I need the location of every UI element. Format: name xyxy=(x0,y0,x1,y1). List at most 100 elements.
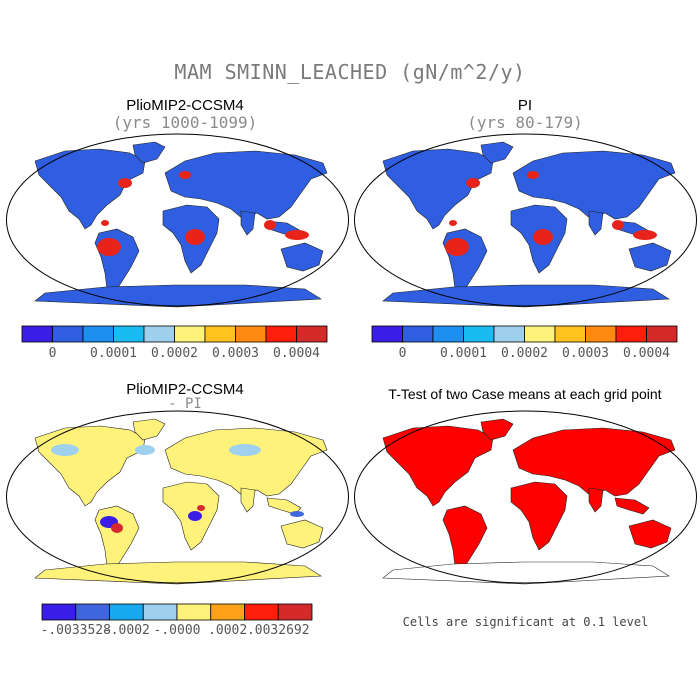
colorbar-swatch xyxy=(82,325,114,343)
colorbar-pliomip-labels: 0 0.0001 0.0002 0.0003 0.0004 xyxy=(22,346,327,362)
colorbar-swatch xyxy=(524,325,556,343)
colorbar-tick-label: 0.0004 xyxy=(273,346,320,361)
colorbar-tick-label: -.0033528 xyxy=(40,623,111,638)
colorbar-diff xyxy=(41,603,313,621)
colorbar-tick-label: .0032692 xyxy=(246,623,310,638)
colorbar-tick-label: 0.0003 xyxy=(562,346,609,361)
colorbar-swatch xyxy=(113,325,145,343)
colorbar-swatch xyxy=(109,603,144,621)
continent-northAmerica xyxy=(34,425,146,507)
map-value-patch xyxy=(197,505,205,511)
colorbar-swatch xyxy=(432,325,464,343)
continent-northAmerica xyxy=(34,148,146,230)
map-value-patch xyxy=(633,230,657,240)
colorbar-swatch xyxy=(615,325,647,343)
map-value-patch xyxy=(449,220,457,226)
colorbar-swatch xyxy=(174,325,206,343)
colorbar-tick-label: 0.0001 xyxy=(440,346,487,361)
land-pliomip xyxy=(34,141,328,308)
continent-greenland xyxy=(480,141,514,164)
colorbar-tick-label: 0.0002 xyxy=(151,346,198,361)
map-value-patch xyxy=(612,220,624,230)
map-value-patch xyxy=(466,178,480,188)
map-pliomip xyxy=(6,133,349,308)
colorbar-pliomip xyxy=(21,325,328,343)
colorbar-tick-label: 0.0001 xyxy=(90,346,137,361)
colorbar-tick-label: -.0000 xyxy=(153,623,201,638)
colorbar-tick-label: 0.0003 xyxy=(212,346,259,361)
map-value-patch xyxy=(527,171,539,179)
panel-subtitle-diff: - PI xyxy=(168,396,202,412)
colorbar-swatch xyxy=(402,325,434,343)
continent-southAmerica xyxy=(442,505,488,573)
map-value-patch xyxy=(111,523,123,533)
colorbar-diff-labels: -.0033528 -.0002 -.0000 .0002.0032692 xyxy=(40,623,312,639)
continent-southAmerica xyxy=(94,505,140,573)
continent-northAmerica xyxy=(382,148,494,230)
colorbar-tick-label: .0002 xyxy=(208,623,248,638)
continent-antarctica xyxy=(34,561,322,585)
colorbar-tick-label: 0.0004 xyxy=(623,346,670,361)
map-value-patch xyxy=(290,511,304,517)
colorbar-swatch xyxy=(371,325,403,343)
continent-northAmerica xyxy=(382,425,494,507)
continent-antarctica xyxy=(34,284,322,308)
land-diff xyxy=(34,418,328,585)
map-value-patch xyxy=(101,220,109,226)
colorbar-swatch xyxy=(75,603,110,621)
continent-india xyxy=(240,487,256,513)
land-ttest xyxy=(382,418,676,585)
map-value-patch xyxy=(51,444,79,456)
colorbar-tick-label: 0 xyxy=(48,346,57,361)
continent-australia xyxy=(280,242,324,272)
colorbar-swatch xyxy=(646,325,678,343)
continent-greenland xyxy=(132,141,166,164)
continent-europeAsia xyxy=(164,150,328,220)
main-title: MAM SMINN_LEACHED (gN/m^2/y) xyxy=(174,60,526,84)
colorbar-swatch xyxy=(21,325,53,343)
continent-antarctica xyxy=(382,284,670,308)
panel-subtitle-pi: (yrs 80-179) xyxy=(467,113,583,132)
colorbar-swatch xyxy=(210,603,245,621)
map-value-patch xyxy=(445,238,469,256)
continent-india xyxy=(240,210,256,236)
colorbar-swatch xyxy=(265,325,297,343)
significance-note: Cells are significant at 0.1 level xyxy=(402,615,649,629)
colorbar-swatch xyxy=(296,325,328,343)
map-value-patch xyxy=(229,444,261,456)
continent-greenland xyxy=(480,418,514,441)
colorbar-swatch xyxy=(244,603,279,621)
map-value-patch xyxy=(97,238,121,256)
colorbar-tick-label: -.0002 xyxy=(102,623,150,638)
continent-africa xyxy=(510,481,568,551)
colorbar-pi xyxy=(371,325,678,343)
continent-australia xyxy=(628,519,672,549)
continent-europeAsia xyxy=(512,427,676,497)
colorbar-swatch xyxy=(585,325,617,343)
panel-title-pliomip: PlioMIP2-CCSM4 xyxy=(126,97,244,114)
continent-southAmerica xyxy=(94,228,140,296)
colorbar-tick-label: 0 xyxy=(398,346,407,361)
map-value-patch xyxy=(264,220,276,230)
continent-india xyxy=(588,487,604,513)
map-value-patch xyxy=(118,178,132,188)
continent-antarctica xyxy=(382,561,670,585)
continent-europeAsia xyxy=(164,427,328,497)
colorbar-swatch xyxy=(52,325,84,343)
continent-australia xyxy=(280,519,324,549)
continent-seAsia xyxy=(614,497,650,515)
map-value-patch xyxy=(135,445,155,455)
colorbar-tick-label: 0.0002 xyxy=(501,346,548,361)
colorbar-swatch xyxy=(41,603,77,621)
colorbar-swatch xyxy=(463,325,495,343)
colorbar-swatch xyxy=(554,325,586,343)
panel-subtitle-pliomip: (yrs 1000-1099) xyxy=(112,113,258,132)
map-diff xyxy=(6,410,349,585)
colorbar-swatch xyxy=(143,325,175,343)
panel-title-pi: PI xyxy=(517,97,533,114)
panel-title-diff: PlioMIP2-CCSM4 xyxy=(126,381,244,398)
continent-australia xyxy=(628,242,672,272)
map-pi xyxy=(354,133,697,308)
colorbar-swatch xyxy=(277,603,313,621)
